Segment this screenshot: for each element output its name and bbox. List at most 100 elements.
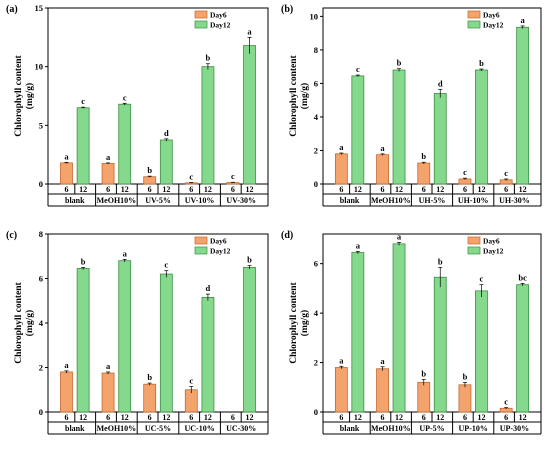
day-label-6: 6 xyxy=(189,413,193,422)
y-axis-title-line1: Chlorophyll content xyxy=(14,281,24,363)
day-label-12: 12 xyxy=(204,413,212,422)
y-axis-title-line1: Chlorophyll content xyxy=(289,281,299,363)
day-label-12: 12 xyxy=(519,413,527,422)
bar-day6-MeOH10% xyxy=(101,163,115,185)
y-tick-label: 0 xyxy=(39,179,43,189)
y-axis-title-line1: Chlorophyll content xyxy=(289,54,299,136)
y-tick-label: 0 xyxy=(314,179,318,189)
panel-label: (b) xyxy=(281,4,293,15)
bar-day12-UV-5% xyxy=(159,139,173,185)
category-label: UH-30% xyxy=(499,196,530,205)
y-axis-title-unit: (mg/g) xyxy=(299,310,310,336)
category-label: MeOH10% xyxy=(371,196,411,205)
category-label: UP-5% xyxy=(419,424,444,433)
significance-letter: a xyxy=(356,240,361,250)
bar-day12-UV-30% xyxy=(243,45,256,185)
y-axis-title: Chlorophyll content(mg/g) xyxy=(289,54,310,136)
legend-label-day12: Day12 xyxy=(483,247,504,256)
legend-swatch-day12 xyxy=(467,246,481,255)
panel-label: (d) xyxy=(281,230,293,241)
bar-day12-UC-30% xyxy=(243,266,256,413)
category-label: UC-5% xyxy=(145,424,171,433)
significance-letter: b xyxy=(463,371,468,381)
y-axis-title: Chlorophyll content(mg/g) xyxy=(14,54,35,136)
day-label-6: 6 xyxy=(381,413,385,422)
y-tick-label: 6 xyxy=(39,274,43,284)
day-label-6: 6 xyxy=(231,413,235,422)
day-label-6: 6 xyxy=(106,185,110,194)
significance-letter: c xyxy=(356,64,360,74)
legend-swatch-day12 xyxy=(194,20,208,29)
bar-day12-UP-10% xyxy=(475,290,488,413)
y-tick-label: 8 xyxy=(39,229,43,239)
significance-letter: b xyxy=(438,256,443,266)
significance-letter: a xyxy=(106,152,111,162)
chart-panel-2: 0 2 4 6 8 10 Chlorophyll content(mg/g) (b) a c 6 12… xyxy=(281,4,542,207)
significance-letter: b xyxy=(206,53,211,63)
significance-letter: a xyxy=(123,248,128,258)
category-label: MeOH10% xyxy=(371,424,411,433)
category-label: MeOH10% xyxy=(97,424,137,433)
significance-letter: b xyxy=(421,368,426,378)
significance-letter: c xyxy=(231,171,235,181)
day-label-6: 6 xyxy=(64,413,68,422)
significance-letter: a xyxy=(339,355,344,365)
category-label: UC-30% xyxy=(226,424,256,433)
significance-letter: b xyxy=(147,165,152,175)
day-label-12: 12 xyxy=(79,185,87,194)
chart-panel-3: 0 2 4 6 8 Chlorophyll content(mg/g) (c) a b 6 12 bl… xyxy=(6,229,269,435)
bar-day12-UH-5% xyxy=(433,93,447,185)
legend-label-day6: Day6 xyxy=(483,237,500,246)
significance-letter: c xyxy=(81,96,85,106)
legend-label-day6: Day6 xyxy=(483,11,500,20)
day-label-6: 6 xyxy=(339,185,343,194)
significance-letter: b xyxy=(397,58,402,68)
y-axis-title: Chlorophyll content(mg/g) xyxy=(289,281,310,363)
legend-label-day6: Day6 xyxy=(210,237,227,246)
y-tick-label: 6 xyxy=(314,78,318,88)
bar-day12-blank xyxy=(351,252,365,413)
bar-day6-blank xyxy=(334,367,348,413)
day-label-12: 12 xyxy=(246,413,254,422)
chart-panel-1: 0 5 10 15 Chlorophyll content(mg/g) (a) a c 6 12 b… xyxy=(6,3,269,207)
significance-letter: d xyxy=(206,283,211,293)
y-tick-label: 10 xyxy=(310,11,319,21)
category-label: UH-5% xyxy=(419,196,446,205)
day-label-12: 12 xyxy=(121,413,129,422)
category-label: blank xyxy=(65,196,85,205)
y-tick-label: 0 xyxy=(314,407,318,417)
category-label: blank xyxy=(340,424,360,433)
day-label-6: 6 xyxy=(106,413,110,422)
day-label-6: 6 xyxy=(504,413,508,422)
bar-day12-UC-10% xyxy=(201,297,215,413)
legend-label-day12: Day12 xyxy=(210,247,231,256)
bar-day12-blank xyxy=(351,75,365,185)
significance-letter: c xyxy=(164,260,168,270)
significance-letter: d xyxy=(164,128,169,138)
day-label-6: 6 xyxy=(231,185,235,194)
bar-day12-MeOH10% xyxy=(392,243,406,413)
day-label-12: 12 xyxy=(477,413,485,422)
day-label-12: 12 xyxy=(519,185,527,194)
bar-day12-MeOH10% xyxy=(118,260,132,413)
bar-day12-blank xyxy=(76,268,90,413)
bar-day12-UH-30% xyxy=(516,26,530,185)
bar-day12-UP-5% xyxy=(433,276,447,413)
significance-letter: c xyxy=(504,397,508,407)
y-axis-title-unit: (mg/g) xyxy=(24,83,35,109)
bar-day6-UV-5% xyxy=(143,176,157,185)
bar-day12-MeOH10% xyxy=(392,69,406,185)
significance-letter: bc xyxy=(518,272,527,282)
y-axis-title-unit: (mg/g) xyxy=(299,83,310,109)
day-label-12: 12 xyxy=(79,413,87,422)
bar-day6-blank xyxy=(60,371,73,413)
bar-day12-blank xyxy=(76,107,90,185)
significance-letter: a xyxy=(64,360,69,370)
significance-letter: c xyxy=(123,92,127,102)
significance-letter: c xyxy=(463,167,467,177)
legend-swatch-day12 xyxy=(194,246,208,255)
category-label: UV-10% xyxy=(185,196,215,205)
legend-swatch-day6 xyxy=(194,10,208,19)
